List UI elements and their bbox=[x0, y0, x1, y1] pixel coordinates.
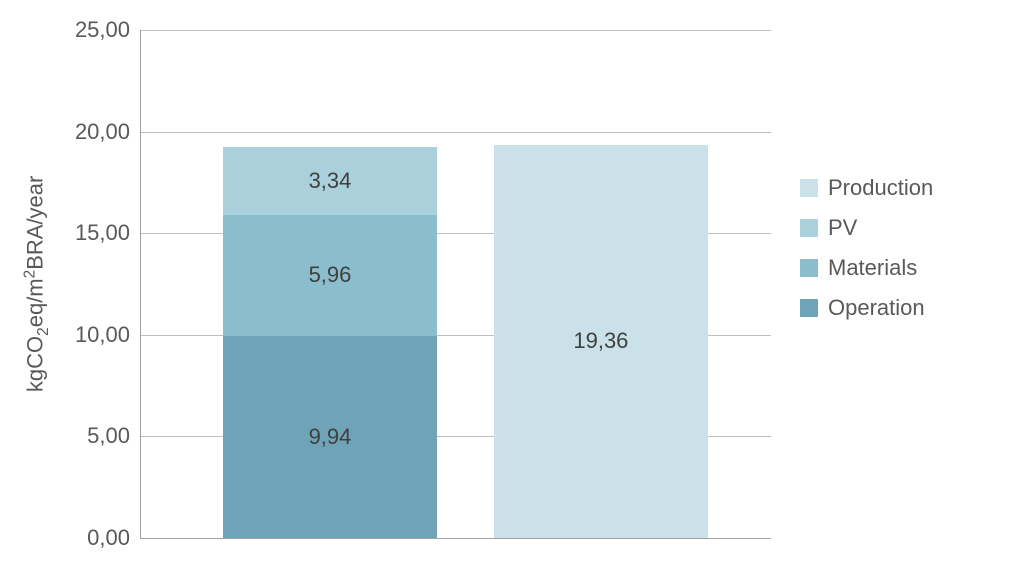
y-tick-label: 5,00 bbox=[10, 423, 130, 449]
co2-chart: kgCO2eq/m2BRA/year 0,00 5,00 10,00 15,00 20,… bbox=[0, 0, 1024, 568]
segment-value-label: 5,96 bbox=[309, 262, 352, 288]
y-tick-label: 25,00 bbox=[10, 17, 130, 43]
legend-swatch bbox=[800, 179, 818, 197]
segment-value-label: 3,34 bbox=[309, 168, 352, 194]
y-tick-label: 10,00 bbox=[10, 322, 130, 348]
segment-production: 19,36 bbox=[494, 145, 708, 538]
legend-label: Materials bbox=[828, 255, 917, 281]
legend-swatch bbox=[800, 259, 818, 277]
bar-breakdown: 9,94 5,96 3,34 bbox=[223, 147, 437, 538]
legend-item-materials: Materials bbox=[800, 255, 933, 281]
legend-swatch bbox=[800, 219, 818, 237]
gridline bbox=[141, 132, 771, 133]
y-tick-label: 20,00 bbox=[10, 119, 130, 145]
segment-value-label: 9,94 bbox=[309, 424, 352, 450]
legend-item-pv: PV bbox=[800, 215, 933, 241]
bar-total: 19,36 bbox=[494, 145, 708, 538]
legend-label: Operation bbox=[828, 295, 925, 321]
legend-swatch bbox=[800, 299, 818, 317]
y-tick-label: 15,00 bbox=[10, 220, 130, 246]
legend-label: Production bbox=[828, 175, 933, 201]
segment-materials: 5,96 bbox=[223, 215, 437, 336]
gridline bbox=[141, 30, 771, 31]
legend-item-production: Production bbox=[800, 175, 933, 201]
legend-item-operation: Operation bbox=[800, 295, 933, 321]
segment-operation: 9,94 bbox=[223, 336, 437, 538]
segment-pv: 3,34 bbox=[223, 147, 437, 215]
y-axis-title: kgCO2eq/m2BRA/year bbox=[22, 0, 52, 568]
legend-label: PV bbox=[828, 215, 857, 241]
plot-area: 9,94 5,96 3,34 19,36 bbox=[140, 30, 771, 539]
legend: Production PV Materials Operation bbox=[800, 175, 933, 335]
y-tick-label: 0,00 bbox=[10, 525, 130, 551]
segment-value-label: 19,36 bbox=[573, 328, 628, 354]
